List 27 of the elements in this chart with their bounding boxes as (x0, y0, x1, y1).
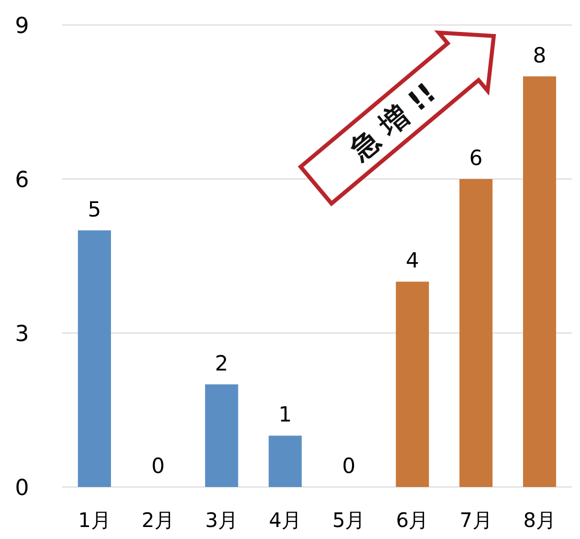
annotation: 急 増 !! (342, 76, 442, 167)
data-label: 1 (278, 402, 292, 427)
y-tick-label: 6 (15, 168, 29, 193)
bar (459, 179, 493, 487)
x-tick-label: 8月 (523, 508, 556, 532)
x-tick-label: 5月 (332, 508, 366, 532)
y-tick-label: 9 (15, 14, 29, 39)
y-tick-label: 3 (15, 322, 29, 347)
x-tick-label: 6月 (396, 508, 429, 532)
data-label: 0 (151, 454, 165, 478)
bar (396, 282, 429, 487)
bar (523, 76, 556, 487)
data-label: 0 (342, 454, 356, 478)
data-label: 2 (214, 351, 228, 376)
bar (205, 384, 238, 487)
x-tick-label: 7月 (460, 508, 492, 532)
data-label: 8 (532, 43, 546, 68)
x-tick-label: 2月 (142, 508, 174, 532)
y-tick-label: 0 (15, 476, 29, 501)
bar (268, 436, 302, 487)
x-tick-label: 3月 (205, 508, 238, 532)
data-label: 4 (406, 248, 420, 273)
x-tick-label: 1月 (78, 508, 111, 532)
data-label: 5 (88, 197, 102, 222)
x-tick-label: 4月 (268, 508, 302, 532)
bar (78, 230, 111, 487)
data-label: 6 (469, 146, 483, 170)
